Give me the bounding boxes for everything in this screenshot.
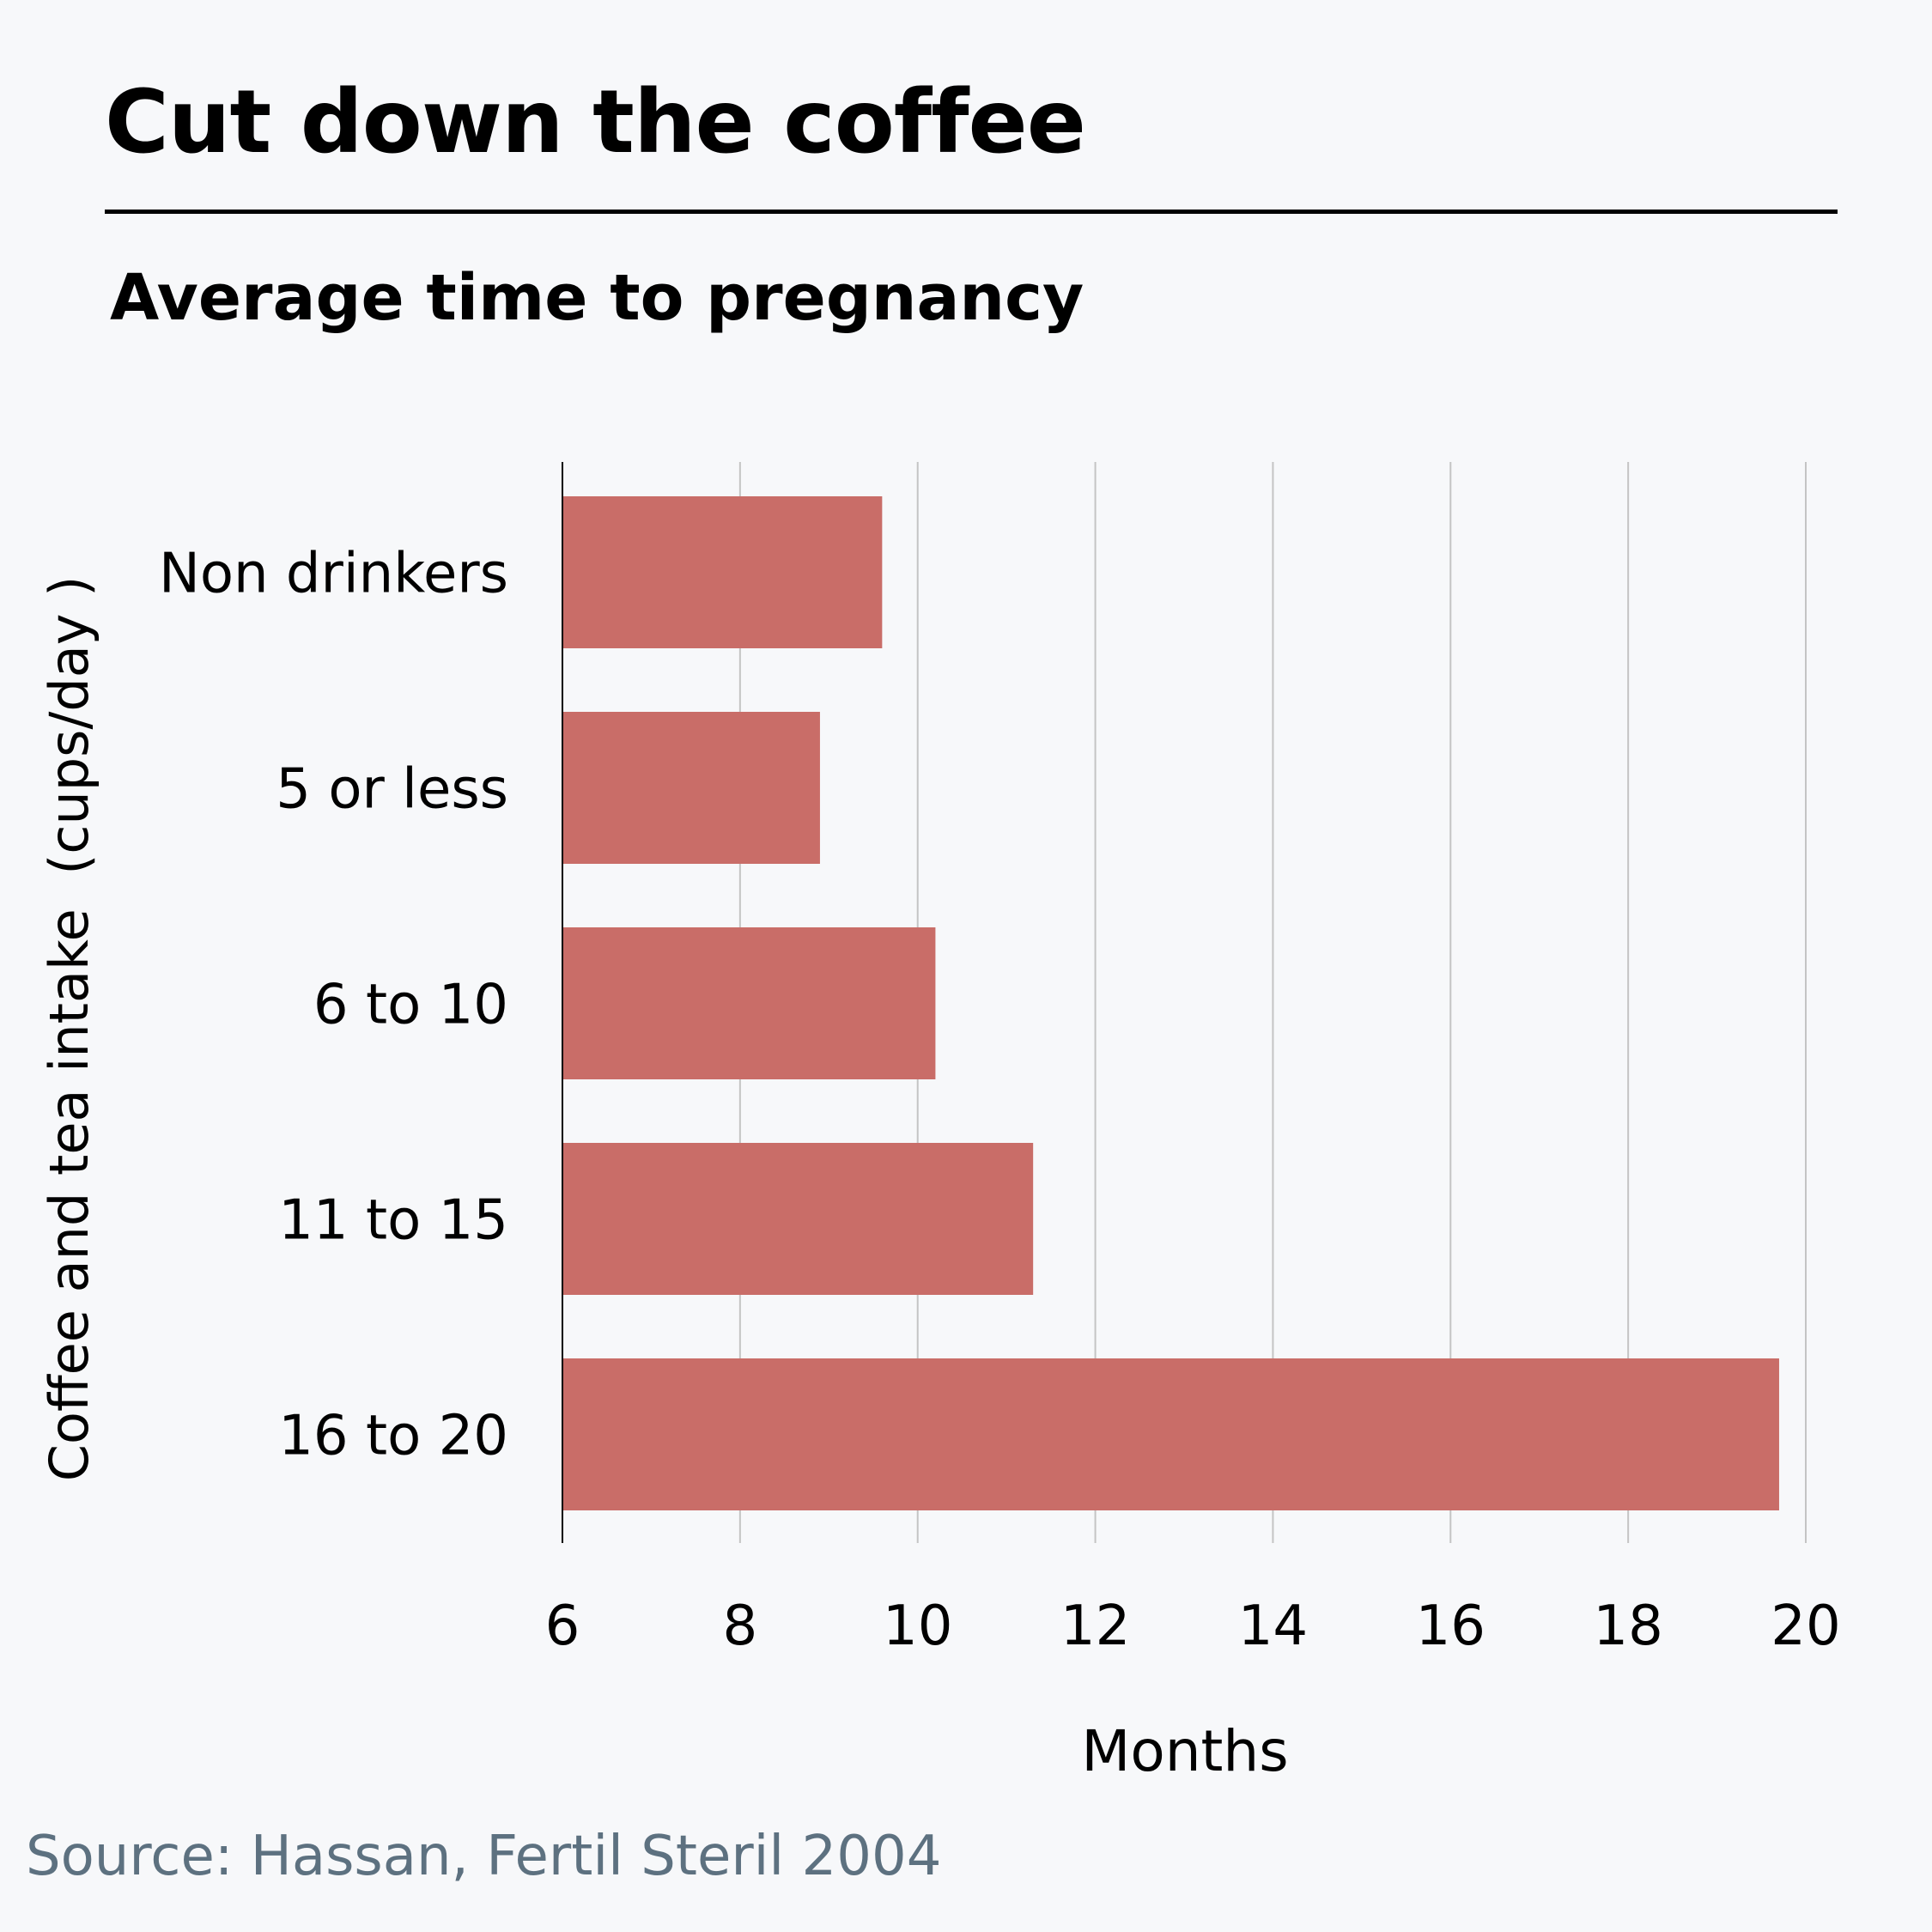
category-label-0: Non drinkers	[159, 543, 508, 606]
y-axis-label: Coffee and tea intake (cups/day )	[38, 576, 100, 1482]
category-label-4: 16 to 20	[278, 1405, 508, 1468]
x-tick-label-14: 14	[1238, 1595, 1308, 1658]
x-tick-label-16: 16	[1416, 1595, 1485, 1658]
chart-title: Cut down the coffee	[105, 71, 1086, 173]
bar-0	[562, 496, 883, 648]
chart-subtitle: Average time to pregnancy	[110, 261, 1084, 335]
x-tick-label-8: 8	[722, 1595, 757, 1658]
bar-3	[562, 1143, 1034, 1295]
x-tick-label-20: 20	[1771, 1595, 1840, 1658]
bar-4	[562, 1358, 1779, 1510]
x-tick-label-6: 6	[545, 1595, 580, 1658]
category-label-2: 6 to 10	[313, 974, 508, 1037]
x-tick-label-12: 12	[1060, 1595, 1130, 1658]
x-tick-label-18: 18	[1593, 1595, 1662, 1658]
title-divider	[105, 210, 1838, 214]
category-label-3: 11 to 15	[278, 1189, 508, 1253]
bar-2	[562, 927, 936, 1079]
x-axis-label: Months	[1081, 1718, 1288, 1784]
source-note: Source: Hassan, Fertil Steril 2004	[26, 1825, 942, 1888]
x-tick-label-10: 10	[883, 1595, 952, 1658]
category-labels: Non drinkers 5 or less 6 to 10 11 to 15 16 t…	[159, 543, 508, 1468]
bar-1	[562, 712, 820, 864]
x-tick-labels: 6 8 10 12 14 16 18 20	[545, 1595, 1841, 1658]
category-label-1: 5 or less	[276, 758, 508, 822]
bars	[562, 496, 1779, 1510]
